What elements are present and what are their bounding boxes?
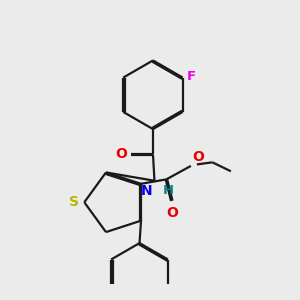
Text: H: H xyxy=(163,184,174,197)
Text: S: S xyxy=(69,195,79,209)
Text: O: O xyxy=(115,148,127,161)
Text: N: N xyxy=(140,184,152,198)
Text: F: F xyxy=(187,70,196,83)
Text: O: O xyxy=(166,206,178,220)
Text: O: O xyxy=(192,149,204,164)
